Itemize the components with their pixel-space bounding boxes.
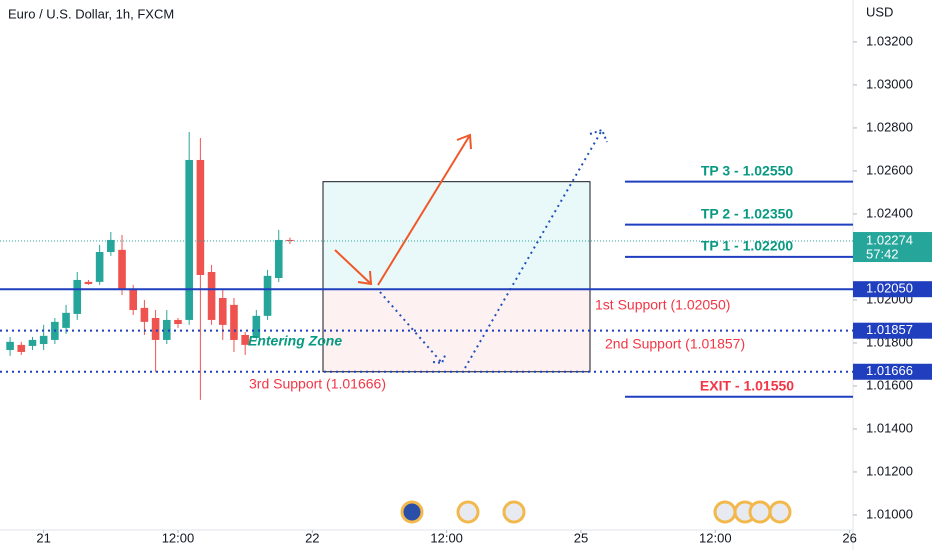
arrow xyxy=(464,129,603,369)
x-tick-label: 12:00 xyxy=(430,530,463,545)
candle-body xyxy=(62,312,70,328)
candle-body xyxy=(6,341,14,351)
event-icon[interactable] xyxy=(400,500,424,524)
y-tick-label: 1.01600 xyxy=(866,377,913,392)
y-tick-label: 1.01400 xyxy=(866,420,913,435)
target-label: TP 2 - 1.02350 xyxy=(701,205,794,221)
arrowhead xyxy=(432,352,447,365)
y-tick-label: 1.01000 xyxy=(866,506,913,521)
candle-body xyxy=(241,334,249,345)
last-price-label: 1.02274 xyxy=(866,232,913,247)
chart-title: Euro / U.S. Dollar, 1h, FXCM xyxy=(8,6,174,21)
price-tag xyxy=(853,281,932,298)
overlay xyxy=(334,128,608,369)
arrowhead xyxy=(456,133,472,150)
candle-body xyxy=(39,335,48,345)
arrowhead xyxy=(357,270,373,286)
candle-body xyxy=(252,315,261,338)
candle-body xyxy=(84,281,93,285)
target-label: TP 3 - 1.02550 xyxy=(701,162,794,178)
annotation: Entering Zone xyxy=(248,333,342,349)
x-tick-label: 25 xyxy=(574,530,588,545)
y-axis-label: USD xyxy=(866,4,893,19)
candle-body xyxy=(218,298,227,325)
candle-body xyxy=(118,249,126,290)
price-tag xyxy=(853,322,932,339)
last-price-tag xyxy=(853,232,932,263)
candle-body xyxy=(107,239,115,252)
candle-body xyxy=(286,239,294,242)
candle-body xyxy=(263,275,272,316)
zone xyxy=(322,181,591,290)
candle-body xyxy=(196,159,205,275)
candle-body xyxy=(162,319,171,340)
x-tick-label: 22 xyxy=(305,530,319,545)
event-icon[interactable] xyxy=(502,500,526,524)
candle-body xyxy=(207,271,216,320)
target-label: EXIT - 1.01550 xyxy=(700,377,794,393)
price-tag-label: 1.01857 xyxy=(866,322,913,337)
event-icons xyxy=(400,500,792,524)
candle-body xyxy=(140,307,149,322)
arrowhead xyxy=(589,128,608,143)
annotation: 1st Support (1.02050) xyxy=(595,297,730,313)
y-tick-label: 1.02600 xyxy=(866,162,913,177)
candle-body xyxy=(174,319,182,325)
y-tick-label: 1.01200 xyxy=(866,463,913,478)
candle-body xyxy=(151,318,160,340)
x-tick-label: 26 xyxy=(842,530,856,545)
x-tick-label: 21 xyxy=(36,530,50,545)
candle-body xyxy=(17,344,26,352)
arrow xyxy=(379,291,443,364)
target-label: TP 1 - 1.02200 xyxy=(701,238,794,254)
price-tag xyxy=(853,363,932,380)
candle-body xyxy=(129,289,138,311)
event-icon[interactable] xyxy=(456,500,480,524)
x-tick-label: 12:00 xyxy=(699,530,732,545)
annotation: 2nd Support (1.01857) xyxy=(605,336,745,352)
y-tick-label: 1.03200 xyxy=(866,33,913,48)
candle-body xyxy=(95,251,104,282)
annotation: 3rd Support (1.01666) xyxy=(249,376,386,392)
y-tick-label: 1.02400 xyxy=(866,205,913,220)
event-icon[interactable] xyxy=(748,500,772,524)
candle-body xyxy=(274,239,283,279)
event-icon[interactable] xyxy=(768,500,792,524)
arrow xyxy=(377,134,471,286)
candle-body xyxy=(230,304,238,340)
candle-body xyxy=(185,159,193,320)
countdown: 57:42 xyxy=(866,246,899,261)
event-icon[interactable] xyxy=(713,500,737,524)
x-tick-label: 12:00 xyxy=(162,530,195,545)
candle-body xyxy=(73,279,82,314)
arrow xyxy=(334,249,372,285)
y-tick-label: 1.03000 xyxy=(866,76,913,91)
y-tick-label: 1.02800 xyxy=(866,119,913,134)
price-tag-label: 1.01666 xyxy=(866,363,913,378)
price-tag-label: 1.02050 xyxy=(866,281,913,296)
candle-body xyxy=(28,339,37,346)
